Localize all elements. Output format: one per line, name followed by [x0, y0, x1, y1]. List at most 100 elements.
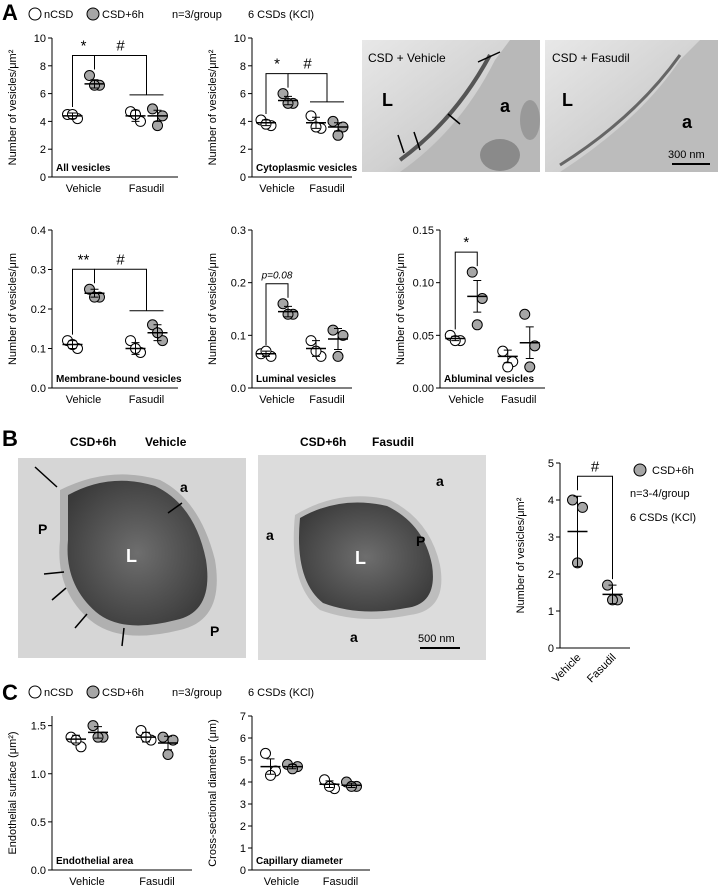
- y-tick-label: 2: [40, 144, 46, 156]
- legend-note: n=3/group: [172, 9, 222, 21]
- data-point: [476, 292, 488, 304]
- data-point: [332, 350, 344, 362]
- x-tick-label: Vehicle: [550, 652, 584, 686]
- legend-note: 6 CSDs (KCl): [248, 9, 314, 21]
- y-tick-label: 2: [240, 144, 246, 156]
- y-tick-label: 4: [548, 495, 554, 507]
- data-point: [332, 129, 344, 141]
- y-axis-label: Number of vesicles/μm: [207, 253, 219, 365]
- x-tick-label: Fasudil: [309, 394, 344, 406]
- x-tick-label: Vehicle: [69, 876, 104, 888]
- y-tick-label: 0.3: [31, 265, 46, 277]
- x-tick-label: Fasudil: [501, 394, 536, 406]
- error-bar: [312, 116, 320, 129]
- y-tick-label: 8: [40, 61, 46, 73]
- y-tick-label: 2: [548, 569, 554, 581]
- image-label: L: [562, 90, 573, 110]
- panel-letter: A: [2, 0, 18, 25]
- data-point: [466, 266, 478, 278]
- error-bar: [334, 327, 342, 351]
- chart-title: Abluminal vesicles: [444, 374, 534, 385]
- data-point: [125, 335, 136, 347]
- error-bar: [72, 734, 80, 744]
- y-tick-label: 0.10: [413, 278, 434, 290]
- legend-label: CSD+6h: [102, 9, 144, 21]
- legend-label: nCSD: [44, 9, 73, 21]
- data-point: [471, 319, 483, 331]
- legend-label: nCSD: [44, 687, 73, 699]
- y-tick-label: 8: [240, 61, 246, 73]
- significance-bracket: [94, 55, 164, 96]
- significance-label: *: [81, 38, 87, 55]
- significance-label: p=0.08: [261, 271, 293, 282]
- y-tick-label: 4: [240, 777, 246, 789]
- data-point: [277, 88, 289, 100]
- error-bar: [525, 326, 534, 360]
- panel-letter: C: [2, 680, 18, 705]
- significance-bracket: [288, 73, 344, 103]
- legend-note: 6 CSDs (KCl): [630, 512, 696, 524]
- legend-marker: [86, 7, 100, 21]
- error-bar: [334, 122, 342, 132]
- error-bar: [608, 584, 617, 605]
- panel-letter: B: [2, 426, 18, 451]
- data-point: [152, 120, 163, 132]
- legend-marker: [28, 7, 42, 21]
- image-label: L: [355, 548, 366, 568]
- significance-label: **: [78, 251, 90, 268]
- error-bar: [68, 340, 77, 349]
- x-tick-label: Fasudil: [129, 394, 164, 406]
- chart-title: Membrane-bound vesicles: [56, 374, 182, 385]
- image-label: L: [126, 546, 137, 566]
- error-bar: [503, 349, 512, 364]
- y-tick-label: 10: [234, 33, 246, 45]
- data-point: [157, 731, 169, 743]
- image-title: CSD+6h: [70, 435, 116, 449]
- y-tick-label: 0: [40, 172, 46, 184]
- legend-marker: [86, 685, 100, 699]
- legend-marker: [28, 685, 42, 699]
- y-tick-label: 6: [40, 89, 46, 101]
- y-axis-label: Number of vesicles/μm²: [207, 49, 219, 165]
- image-title: Fasudil: [372, 435, 414, 449]
- chart-title: Cytoplasmic vesicles: [256, 163, 358, 174]
- y-tick-label: 0.0: [31, 383, 46, 395]
- y-axis-label: Number of vesicles/μm²: [515, 497, 527, 613]
- y-tick-label: 5: [240, 755, 246, 767]
- error-bar: [153, 324, 162, 342]
- x-tick-label: Fasudil: [323, 876, 358, 888]
- significance-label: #: [116, 251, 125, 268]
- chart-title: Luminal vesicles: [256, 374, 336, 385]
- image-label: a: [180, 479, 188, 495]
- significance-label: *: [463, 234, 469, 251]
- error-bar: [142, 731, 150, 743]
- y-tick-label: 0: [548, 643, 554, 655]
- y-tick-label: 10: [34, 33, 46, 45]
- image-label: L: [382, 90, 393, 110]
- data-point: [260, 747, 271, 759]
- y-tick-label: 4: [240, 116, 246, 128]
- scale-label: 500 nm: [418, 633, 455, 645]
- y-tick-label: 2: [240, 821, 246, 833]
- image-title: CSD + Vehicle: [368, 51, 446, 65]
- y-tick-label: 0.2: [31, 304, 46, 316]
- image-label: a: [500, 96, 511, 116]
- error-bar: [312, 340, 320, 357]
- y-tick-label: 0.4: [31, 225, 46, 237]
- x-tick-label: Fasudil: [309, 183, 344, 195]
- error-bar: [473, 280, 482, 313]
- y-axis-label: Cross-sectional diameter (μm): [207, 719, 219, 867]
- y-tick-label: 5: [548, 458, 554, 470]
- legend-note: 6 CSDs (KCl): [248, 687, 314, 699]
- significance-bracket: [577, 475, 613, 580]
- y-axis-label: Number of vesicles/μm: [395, 253, 407, 365]
- y-tick-label: 6: [240, 733, 246, 745]
- significance-label: #: [303, 56, 312, 73]
- x-tick-label: Vehicle: [66, 183, 101, 195]
- chart-title: All vesicles: [56, 163, 111, 174]
- data-point: [84, 70, 95, 82]
- x-tick-label: Vehicle: [264, 876, 299, 888]
- error-bar: [164, 735, 172, 751]
- scale-label: 300 nm: [668, 149, 705, 161]
